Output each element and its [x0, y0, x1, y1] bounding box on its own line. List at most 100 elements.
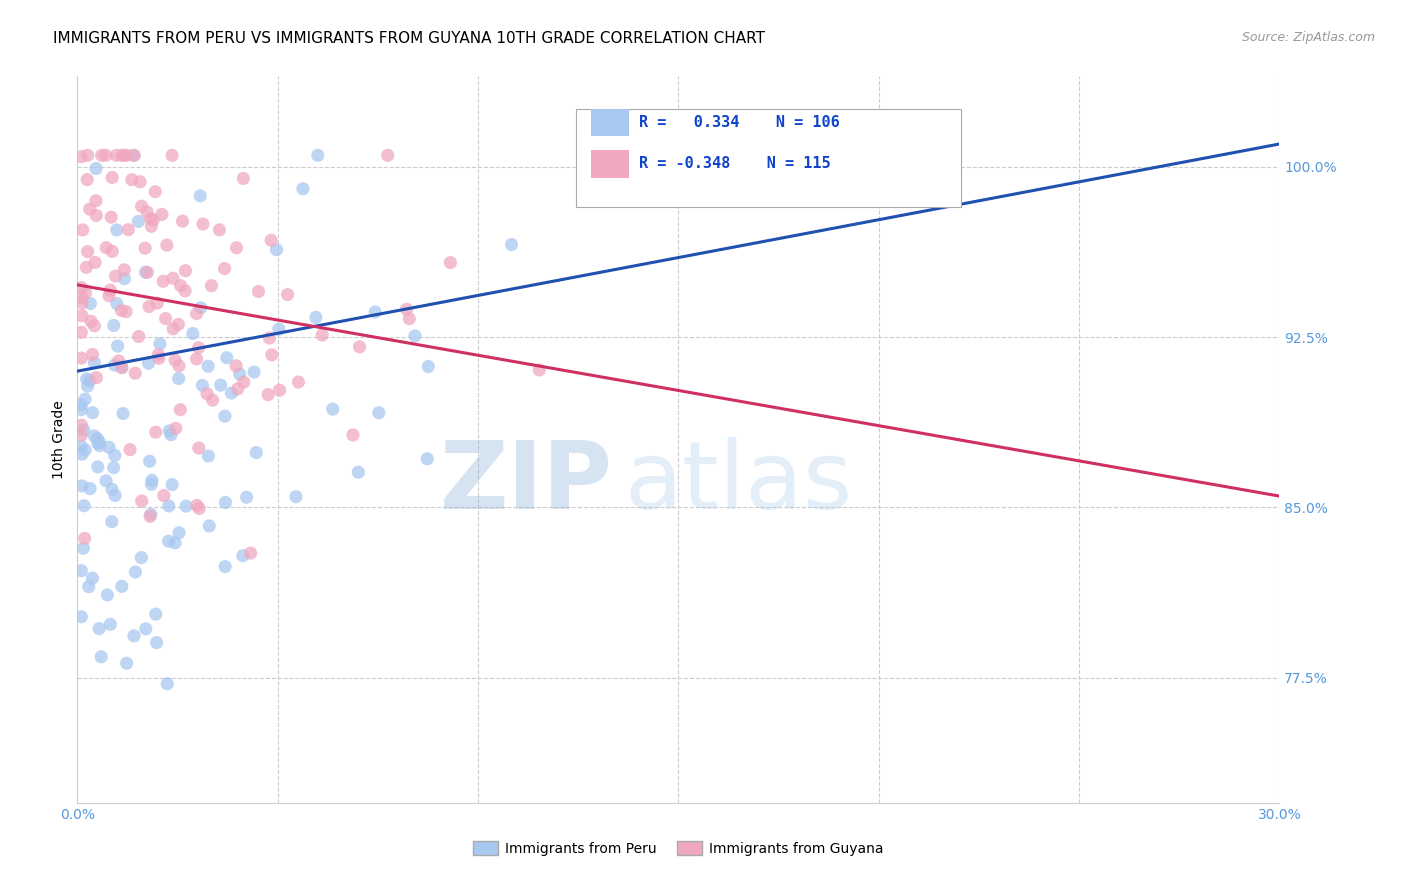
- Point: [165, 536, 187, 550]
- Point: [260, 233, 283, 247]
- Point: [291, 182, 314, 196]
- Point: [72, 223, 94, 237]
- Point: [94, 474, 117, 488]
- Point: [215, 351, 238, 365]
- Point: [191, 217, 214, 231]
- Point: [80, 314, 103, 328]
- Point: [79, 202, 101, 216]
- Point: [83, 318, 105, 333]
- Point: [70, 398, 93, 412]
- Point: [160, 427, 183, 442]
- Point: [501, 237, 523, 252]
- Point: [226, 382, 249, 396]
- Point: [156, 676, 179, 690]
- Point: [117, 222, 139, 236]
- Point: [367, 406, 389, 420]
- Point: [145, 635, 167, 649]
- Point: [214, 409, 236, 424]
- Point: [529, 363, 551, 377]
- Point: [141, 477, 163, 491]
- Point: [70, 291, 93, 305]
- Point: [139, 508, 162, 522]
- Point: [114, 148, 136, 162]
- Point: [72, 541, 94, 556]
- Point: [136, 265, 159, 279]
- Point: [90, 148, 112, 162]
- Point: [76, 244, 98, 259]
- Legend: Immigrants from Peru, Immigrants from Guyana: Immigrants from Peru, Immigrants from Gu…: [467, 836, 890, 862]
- Point: [75, 442, 97, 457]
- Point: [214, 559, 236, 574]
- Point: [141, 219, 163, 234]
- Point: [70, 564, 93, 578]
- Point: [122, 629, 145, 643]
- Point: [157, 424, 180, 438]
- Point: [167, 359, 190, 373]
- Point: [190, 301, 212, 315]
- Point: [82, 347, 104, 361]
- Point: [82, 406, 104, 420]
- Point: [239, 546, 262, 560]
- Point: [208, 223, 231, 237]
- Point: [84, 255, 107, 269]
- Point: [157, 534, 180, 549]
- Point: [174, 284, 197, 298]
- Point: [84, 161, 107, 176]
- Point: [247, 285, 270, 299]
- Point: [307, 148, 329, 162]
- Point: [103, 318, 125, 333]
- Point: [76, 379, 98, 393]
- Point: [98, 440, 121, 454]
- Point: [225, 241, 247, 255]
- Point: [156, 238, 179, 252]
- Point: [395, 302, 418, 317]
- Point: [149, 337, 172, 351]
- Point: [186, 351, 208, 366]
- Point: [188, 501, 211, 516]
- Point: [160, 148, 183, 162]
- Point: [86, 432, 108, 446]
- Point: [259, 331, 281, 345]
- Point: [150, 207, 173, 221]
- Point: [214, 261, 236, 276]
- Point: [257, 387, 280, 401]
- Point: [191, 378, 214, 392]
- Point: [188, 189, 211, 203]
- Point: [131, 550, 153, 565]
- FancyBboxPatch shape: [576, 109, 960, 207]
- Point: [139, 211, 162, 226]
- Point: [87, 459, 110, 474]
- Point: [347, 465, 370, 479]
- Point: [73, 423, 96, 437]
- Point: [214, 495, 236, 509]
- Point: [145, 425, 167, 439]
- Point: [221, 386, 243, 401]
- Point: [138, 356, 160, 370]
- Point: [107, 339, 129, 353]
- Point: [245, 445, 267, 459]
- Point: [89, 622, 111, 636]
- Point: [83, 429, 105, 443]
- Point: [162, 322, 184, 336]
- Point: [83, 356, 105, 370]
- Point: [124, 366, 146, 380]
- Point: [86, 436, 108, 450]
- Point: [104, 489, 127, 503]
- Point: [104, 269, 127, 284]
- Point: [100, 210, 122, 224]
- Text: ZIP: ZIP: [440, 437, 612, 529]
- Point: [111, 148, 134, 162]
- Point: [148, 351, 170, 366]
- Point: [201, 393, 224, 408]
- Point: [86, 209, 108, 223]
- Point: [73, 499, 96, 513]
- Point: [122, 148, 145, 162]
- Point: [267, 322, 290, 336]
- Point: [163, 353, 186, 368]
- Point: [89, 439, 111, 453]
- Point: [416, 451, 439, 466]
- Point: [195, 386, 218, 401]
- Point: [232, 171, 254, 186]
- Point: [86, 370, 108, 384]
- Point: [128, 329, 150, 343]
